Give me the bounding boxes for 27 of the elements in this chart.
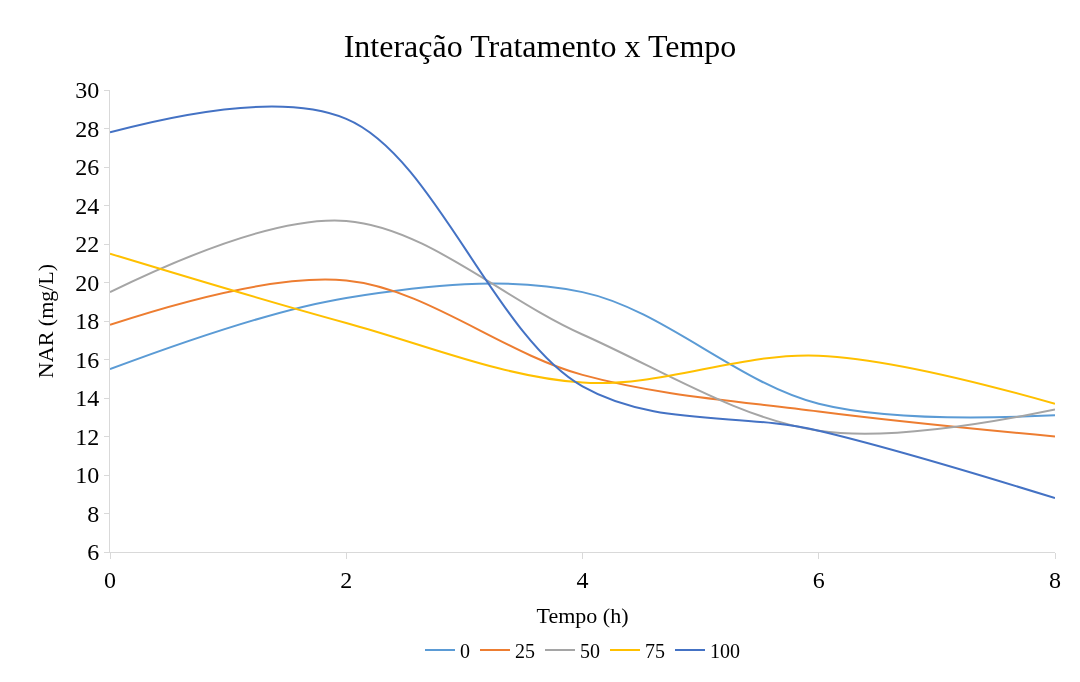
x-tick-label: 6 bbox=[812, 566, 825, 593]
x-axis-title: Tempo (h) bbox=[536, 602, 629, 628]
y-tick-label: 16 bbox=[75, 346, 100, 373]
legend-label: 75 bbox=[645, 639, 665, 662]
x-tick-label: 8 bbox=[1049, 566, 1061, 593]
line-series bbox=[110, 252, 1055, 405]
y-tick-label: 24 bbox=[75, 192, 100, 219]
x-tick-label: 2 bbox=[340, 566, 353, 593]
y-tick-label: 10 bbox=[75, 462, 100, 489]
legend-label: 50 bbox=[580, 639, 600, 662]
y-tick-label: 14 bbox=[75, 385, 100, 412]
x-tick-label: 4 bbox=[576, 566, 589, 593]
y-tick-label: 30 bbox=[75, 77, 100, 104]
y-tick-label: 22 bbox=[75, 231, 100, 258]
y-tick-label: 20 bbox=[75, 269, 100, 296]
y-axis-title: NAR (mg/L) bbox=[33, 263, 58, 379]
y-tick-label: 8 bbox=[87, 500, 100, 527]
x-tick-label: 0 bbox=[104, 566, 116, 593]
legend-label: 0 bbox=[460, 639, 470, 662]
legend-label: 100 bbox=[710, 639, 740, 662]
y-tick-label: 26 bbox=[75, 154, 100, 181]
y-tick-label: 18 bbox=[75, 308, 100, 335]
chart-title: Interação Tratamento x Tempo bbox=[343, 27, 737, 64]
legend-label: 25 bbox=[515, 639, 535, 662]
y-tick-label: 6 bbox=[87, 539, 100, 566]
y-tick-label: 12 bbox=[75, 423, 100, 450]
y-tick-label: 28 bbox=[75, 115, 100, 142]
